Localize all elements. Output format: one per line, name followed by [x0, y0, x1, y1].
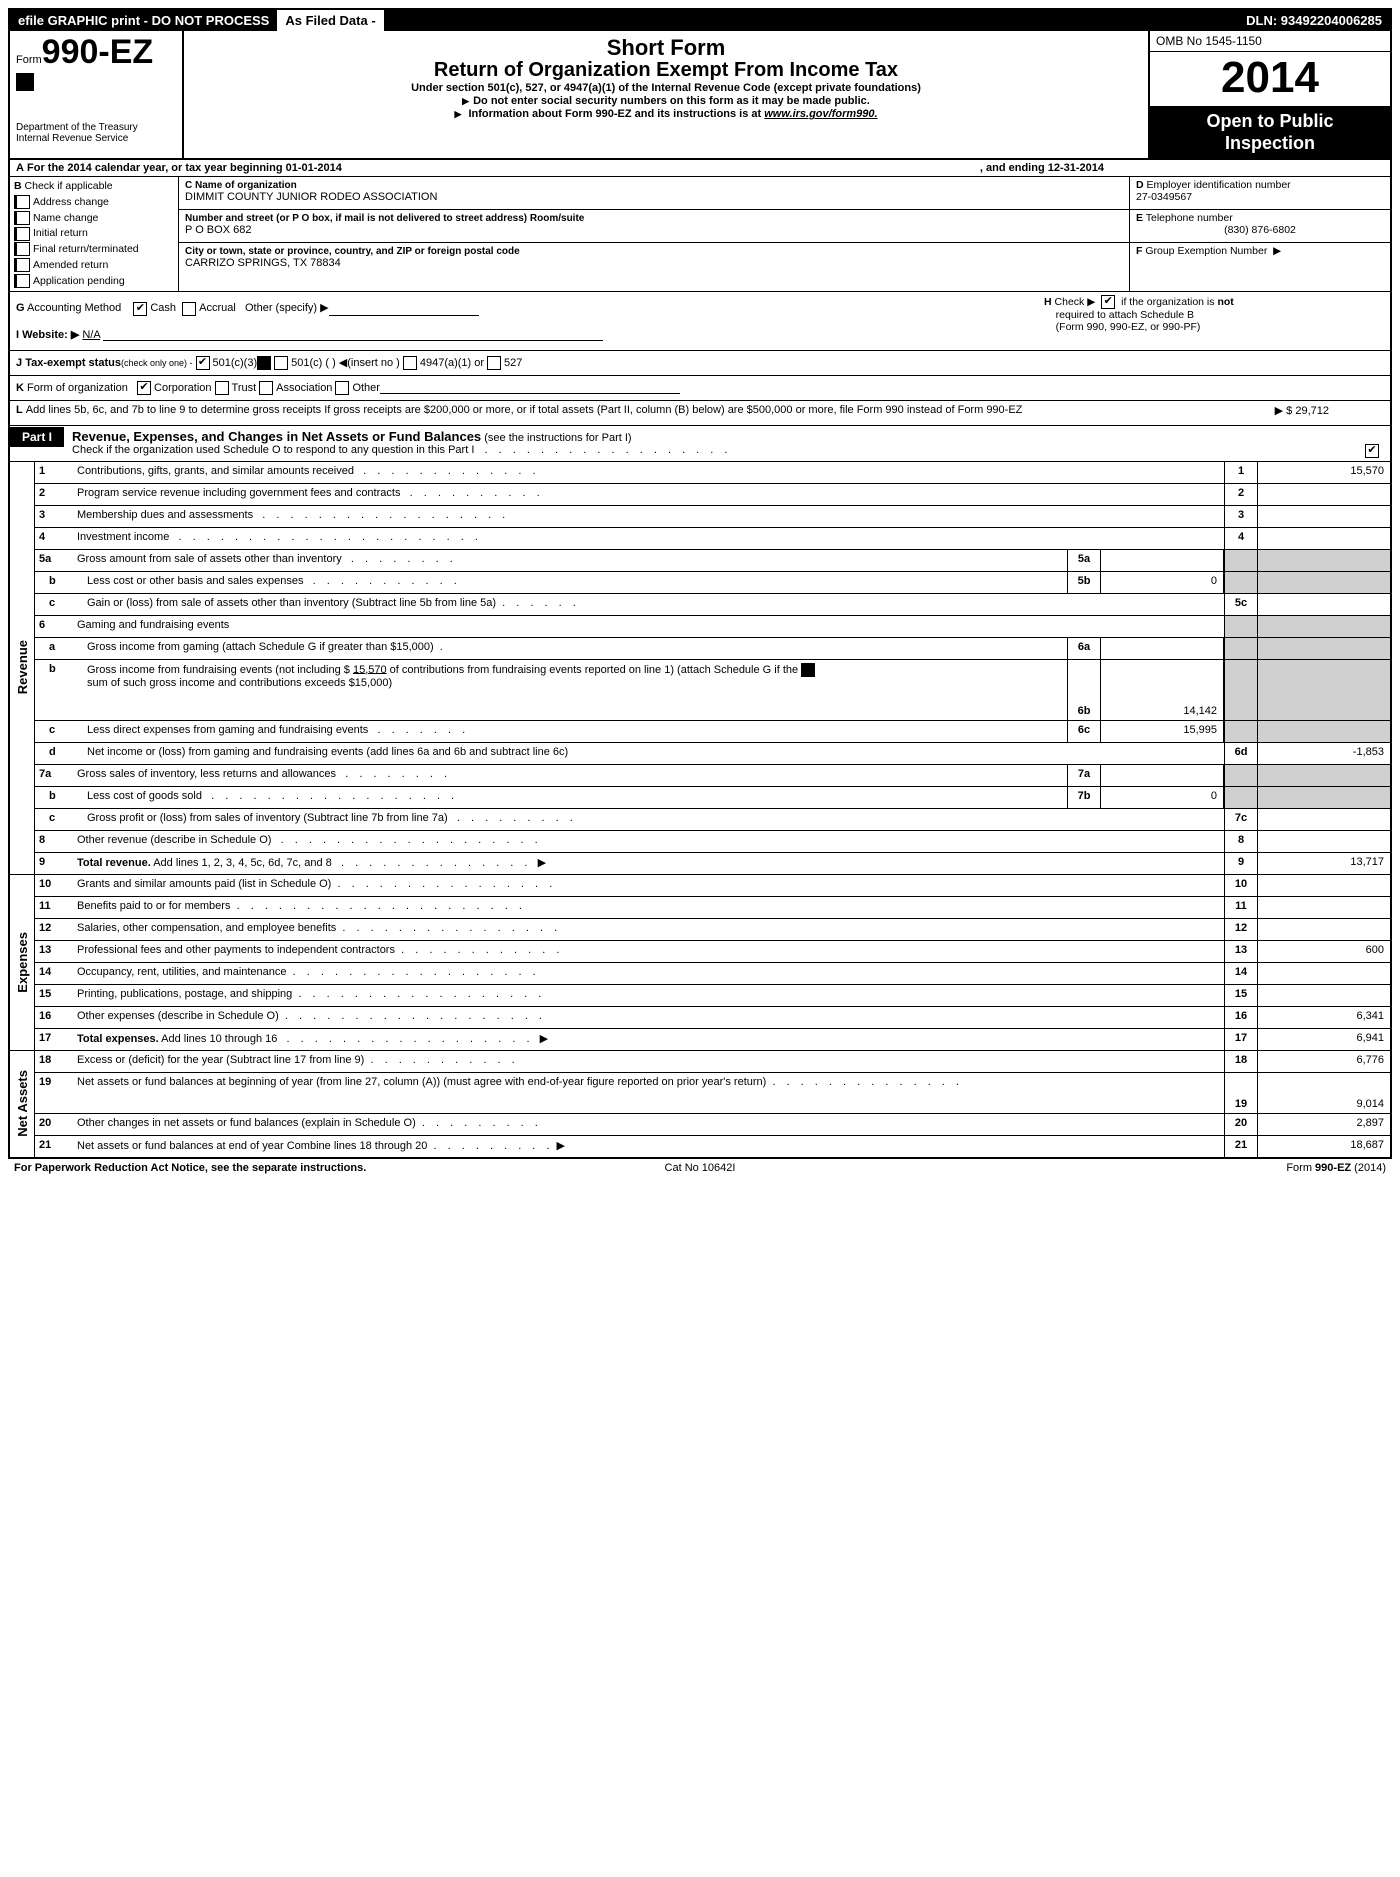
netassets-side-label: Net Assets	[15, 1070, 30, 1137]
dln-label: DLN: 93492204006285	[1238, 10, 1390, 31]
revenue-side-label: Revenue	[15, 640, 30, 694]
return-title: Return of Organization Exempt From Incom…	[192, 59, 1140, 82]
line6b-excluded: 15,570	[353, 663, 387, 675]
expenses-side-label: Expenses	[15, 932, 30, 993]
checkbox-527[interactable]	[487, 356, 501, 370]
dept-irs: Internal Revenue Service	[16, 133, 176, 144]
checkbox-amended-return[interactable]	[14, 258, 30, 272]
line13-value: 600	[1257, 941, 1390, 962]
topbar: efile GRAPHIC print - DO NOT PROCESS As …	[10, 10, 1390, 31]
line9-value: 13,717	[1257, 853, 1390, 874]
line21-value: 18,687	[1257, 1136, 1390, 1157]
checkbox-assoc[interactable]	[259, 381, 273, 395]
form-number: 990-EZ	[42, 33, 154, 71]
org-city: CARRIZO SPRINGS, TX 78834	[185, 257, 341, 269]
form-header: Form990-EZ Department of the Treasury In…	[10, 31, 1390, 160]
checkbox-4947[interactable]	[403, 356, 417, 370]
line-a: A For the 2014 calendar year, or tax yea…	[10, 160, 1390, 177]
netassets-grid: Net Assets 18Excess or (deficit) for the…	[10, 1051, 1390, 1157]
checkbox-initial-return[interactable]	[14, 227, 30, 241]
checkbox-other[interactable]	[335, 381, 349, 395]
checkbox-accrual[interactable]	[182, 302, 196, 316]
asfiled-label: As Filed Data -	[277, 10, 383, 31]
checkbox-501c3[interactable]: ✔	[196, 356, 210, 370]
schedule-icon	[257, 356, 271, 370]
checkbox-name-change[interactable]	[14, 211, 30, 225]
dept-treasury: Department of the Treasury	[16, 122, 176, 133]
line-l: L Add lines 5b, 6c, and 7b to line 9 to …	[10, 401, 1390, 426]
efile-label: efile GRAPHIC print - DO NOT PROCESS	[10, 10, 277, 31]
part-i-header: Part I Revenue, Expenses, and Changes in…	[10, 426, 1390, 462]
page-footer: For Paperwork Reduction Act Notice, see …	[8, 1159, 1392, 1177]
section-bcd: B Check if applicable Address change Nam…	[10, 177, 1390, 292]
line20-value: 2,897	[1257, 1114, 1390, 1135]
telephone: (830) 876-6802	[1136, 224, 1384, 236]
checkbox-corp[interactable]: ✔	[137, 381, 151, 395]
paperwork-notice: For Paperwork Reduction Act Notice, see …	[14, 1162, 471, 1174]
subtitle: Under section 501(c), 527, or 4947(a)(1)…	[192, 82, 1140, 95]
line-gh: G Accounting Method ✔Cash Accrual Other …	[10, 292, 1390, 350]
line7b-value: 0	[1101, 787, 1224, 808]
line5b-value: 0	[1101, 572, 1224, 593]
checkbox-application-pending[interactable]	[14, 274, 30, 288]
line19-value: 9,014	[1257, 1073, 1390, 1113]
line-k: K Form of organization ✔Corporation Trus…	[10, 376, 1390, 401]
line6b-value: 14,142	[1101, 660, 1224, 720]
tax-year: 2014	[1150, 52, 1390, 107]
checkbox-h[interactable]: ✔	[1101, 295, 1115, 309]
ein: 27-0349567	[1136, 191, 1192, 203]
info-note: Information about Form 990-EZ and its in…	[192, 108, 1140, 121]
form-ref: Form 990-EZ (2014)	[929, 1162, 1386, 1174]
gross-receipts: $ 29,712	[1286, 405, 1329, 417]
checkbox-final-return[interactable]	[14, 242, 30, 256]
checkbox-schedule-o[interactable]: ✔	[1365, 444, 1379, 458]
irs-link[interactable]: www.irs.gov/form990.	[764, 108, 877, 120]
checkbox-trust[interactable]	[215, 381, 229, 395]
omb-number: OMB No 1545-1150	[1150, 31, 1390, 52]
checkbox-cash[interactable]: ✔	[133, 302, 147, 316]
schedule-g-icon	[801, 663, 815, 677]
org-street: P O BOX 682	[185, 224, 251, 236]
line18-value: 6,776	[1257, 1051, 1390, 1072]
website: N/A	[82, 329, 100, 341]
part-i-tag: Part I	[10, 427, 64, 447]
col-d: D Employer identification number 27-0349…	[1129, 177, 1390, 291]
form-prefix: Form	[16, 54, 42, 66]
irs-logo-icon	[16, 73, 34, 91]
line6d-value: -1,853	[1257, 743, 1390, 764]
short-form-title: Short Form	[192, 35, 1140, 61]
org-name: DIMMIT COUNTY JUNIOR RODEO ASSOCIATION	[185, 191, 437, 203]
cat-no: Cat No 10642I	[471, 1162, 928, 1174]
checkbox-address-change[interactable]	[14, 195, 30, 209]
col-b: B Check if applicable Address change Nam…	[10, 177, 179, 291]
revenue-grid: Revenue 1Contributions, gifts, grants, a…	[10, 462, 1390, 875]
col-c: C Name of organization DIMMIT COUNTY JUN…	[179, 177, 1129, 291]
open-to-public: Open to Public Inspection	[1150, 107, 1390, 158]
line16-value: 6,341	[1257, 1007, 1390, 1028]
line6c-value: 15,995	[1101, 721, 1224, 742]
line1-value: 15,570	[1257, 462, 1390, 483]
checkbox-501c[interactable]	[274, 356, 288, 370]
line17-value: 6,941	[1257, 1029, 1390, 1050]
form-container: efile GRAPHIC print - DO NOT PROCESS As …	[8, 8, 1392, 1159]
ssn-warning: Do not enter social security numbers on …	[192, 95, 1140, 108]
line-j: J Tax-exempt status(check only one) - ✔5…	[10, 351, 1390, 376]
expenses-grid: Expenses 10Grants and similar amounts pa…	[10, 875, 1390, 1051]
